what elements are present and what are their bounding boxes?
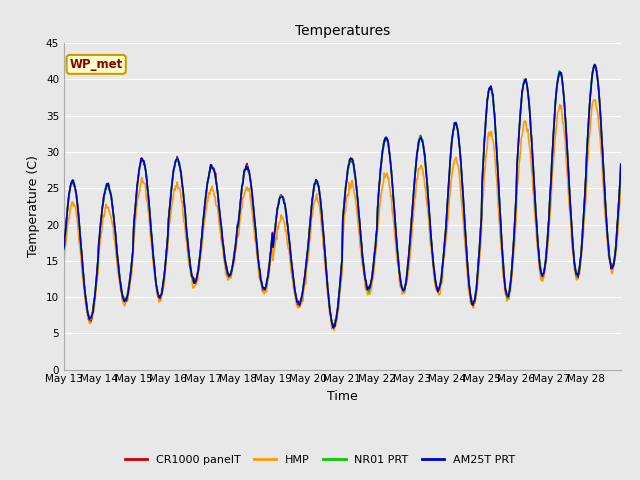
CR1000 panelT [276, 192, 284, 198]
CR1000 panelT [330, 322, 337, 328]
CR1000 panelT [125, 280, 133, 286]
NR01 PRT [125, 281, 133, 287]
AM25T PRT [432, 279, 440, 285]
Line: NR01 PRT: NR01 PRT [64, 65, 621, 327]
CR1000 panelT [228, 267, 236, 273]
CR1000 panelT [401, 286, 408, 292]
Line: CR1000 panelT: CR1000 panelT [64, 65, 621, 325]
HMP [276, 218, 284, 224]
HMP [617, 187, 625, 193]
AM25T PRT [255, 265, 263, 271]
NR01 PRT [255, 267, 263, 273]
HMP [590, 97, 598, 103]
CR1000 panelT [60, 246, 68, 252]
NR01 PRT [617, 163, 625, 169]
Title: Temperatures: Temperatures [295, 24, 390, 38]
Text: WP_met: WP_met [70, 58, 123, 71]
HMP [228, 271, 236, 276]
CR1000 panelT [617, 161, 625, 167]
AM25T PRT [401, 287, 408, 293]
NR01 PRT [591, 62, 598, 68]
NR01 PRT [330, 324, 338, 330]
NR01 PRT [276, 194, 284, 200]
NR01 PRT [432, 280, 440, 286]
X-axis label: Time: Time [327, 390, 358, 403]
HMP [255, 275, 263, 281]
NR01 PRT [401, 285, 408, 291]
AM25T PRT [617, 162, 625, 168]
CR1000 panelT [591, 62, 599, 68]
HMP [432, 284, 440, 290]
CR1000 panelT [255, 265, 263, 271]
HMP [330, 327, 338, 333]
AM25T PRT [125, 280, 133, 286]
HMP [125, 288, 133, 294]
AM25T PRT [591, 61, 598, 67]
Line: HMP: HMP [64, 100, 621, 330]
AM25T PRT [276, 194, 284, 200]
AM25T PRT [228, 268, 236, 274]
AM25T PRT [60, 245, 68, 251]
HMP [401, 290, 408, 296]
HMP [60, 261, 68, 267]
NR01 PRT [228, 268, 236, 274]
CR1000 panelT [432, 280, 440, 286]
Y-axis label: Temperature (C): Temperature (C) [28, 156, 40, 257]
NR01 PRT [60, 247, 68, 252]
Legend: CR1000 panelT, HMP, NR01 PRT, AM25T PRT: CR1000 panelT, HMP, NR01 PRT, AM25T PRT [120, 451, 520, 469]
Line: AM25T PRT: AM25T PRT [64, 64, 621, 328]
AM25T PRT [330, 325, 337, 331]
